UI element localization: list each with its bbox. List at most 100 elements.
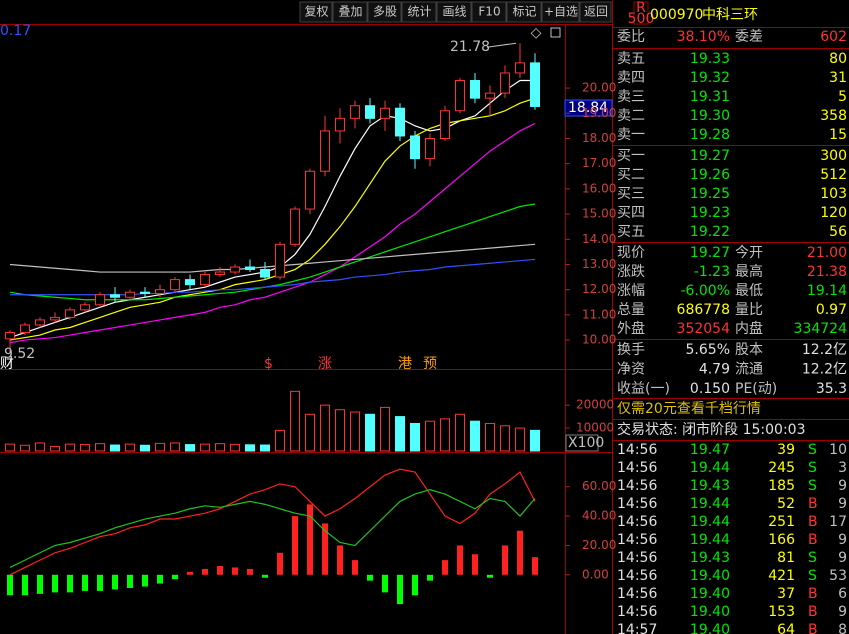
toolbar-button[interactable] [506, 1, 542, 23]
label: 委比 [617, 29, 645, 45]
volume-bar [305, 413, 315, 452]
trade-side: S [808, 460, 817, 476]
toolbar-label[interactable]: +自选 [544, 5, 578, 19]
info-value: 12.2亿 [802, 362, 847, 378]
stat-value: -1.23 [694, 264, 730, 280]
toolbar-button[interactable] [299, 1, 333, 23]
toolbar-label[interactable]: F10 [478, 5, 500, 19]
histogram-bar [82, 574, 88, 591]
trade-volume: 37 [777, 586, 795, 602]
candle-body [155, 289, 165, 294]
y-tick-label: 10000 [576, 421, 614, 435]
order-label: 卖二 [617, 108, 645, 124]
trade-count: 3 [838, 460, 847, 476]
toolbar-button[interactable] [367, 1, 402, 23]
histogram-bar [142, 574, 148, 587]
order-label: 卖三 [617, 89, 645, 105]
trade-price: 19.40 [690, 586, 730, 602]
trade-volume: 166 [768, 532, 795, 548]
histogram-bar [247, 568, 253, 575]
trade-count: 9 [838, 496, 847, 512]
trade-time: 14:56 [617, 514, 657, 530]
candle-body [470, 80, 480, 99]
info-value: 4.79 [699, 362, 730, 378]
order-price: 19.31 [690, 89, 730, 105]
histogram-bar [52, 574, 58, 593]
trade-time: 14:56 [617, 496, 657, 512]
stat-value: 334724 [794, 321, 848, 337]
toolbar-label[interactable]: 复权 [304, 5, 328, 19]
candle-body [80, 304, 90, 311]
moving-average [9, 122, 536, 344]
stat-label: 外盘 [617, 320, 645, 337]
trade-count: 17 [829, 514, 847, 530]
toolbar-label[interactable]: 统计 [407, 5, 431, 19]
toolbar-button[interactable] [332, 1, 368, 23]
histogram-bar [67, 574, 73, 593]
toolbar-button[interactable] [401, 1, 437, 23]
candle-body [500, 72, 510, 94]
stat-value: 19.14 [807, 283, 847, 299]
y-tick-label: 20000 [576, 398, 614, 412]
info-value: 5.65% [686, 342, 730, 358]
histogram-bar [232, 567, 238, 575]
stat-label: 今开 [735, 245, 763, 261]
histogram-bar [397, 574, 403, 605]
order-volume: 31 [829, 70, 847, 86]
toolbar-button[interactable] [541, 1, 580, 23]
trade-count: 9 [838, 478, 847, 494]
volume-bar [230, 443, 240, 452]
order-volume: 358 [820, 108, 847, 124]
volume-bar [50, 445, 60, 452]
order-label: 买三 [617, 186, 645, 202]
event-marker[interactable]: $ [264, 356, 273, 372]
y-tick-label: 11.00 [582, 307, 616, 321]
histogram-bar [412, 574, 418, 596]
toolbar-label[interactable]: 标记 [512, 5, 536, 19]
toolbar-button[interactable] [579, 1, 612, 23]
histogram-bar [277, 552, 283, 575]
trade-volume: 153 [768, 604, 795, 620]
order-price: 19.23 [690, 205, 730, 221]
y-tick-label: 15.00 [582, 207, 616, 221]
volume-bar [500, 425, 510, 452]
histogram-bar [517, 530, 523, 575]
candle-body [65, 309, 75, 318]
candle-body [170, 279, 180, 291]
event-marker[interactable]: 预 [423, 356, 437, 372]
stat-label: 内盘 [735, 320, 763, 337]
stat-value: 19.27 [690, 245, 730, 261]
toolbar-label[interactable]: 多股 [373, 5, 397, 19]
candle-body [125, 291, 135, 298]
candle-body [455, 80, 465, 112]
candle-body [485, 92, 495, 99]
y-tick-label: 0.00 [582, 567, 609, 581]
toolbar-label[interactable]: 叠加 [338, 5, 362, 19]
toolbar-button[interactable] [471, 1, 507, 23]
toolbar-label[interactable]: 画线 [442, 5, 466, 19]
trade-side: S [808, 568, 817, 584]
candle-body [440, 110, 450, 139]
candle-body [245, 266, 255, 271]
toolbar-button[interactable] [436, 1, 472, 23]
volume-bar [335, 409, 345, 452]
cursor-price: 18.84 [568, 100, 608, 116]
event-marker[interactable]: 港 [398, 356, 412, 372]
volume-bar [185, 444, 195, 452]
event-marker[interactable]: 涨 [318, 356, 332, 372]
histogram-bar [487, 574, 493, 578]
trade-time: 14:56 [617, 460, 657, 476]
promo[interactable]: 仅需20元查看千档行情 [617, 401, 761, 417]
trade-time: 14:56 [617, 604, 657, 620]
info-label: 净资 [617, 362, 645, 378]
stat-value: 0.97 [816, 302, 847, 318]
candle-body [395, 107, 405, 137]
unit-box [565, 434, 599, 452]
toolbar-label[interactable]: 返回 [584, 5, 608, 19]
panel-lines [613, 27, 849, 441]
candle-body [230, 266, 240, 273]
candle-body [5, 332, 15, 340]
volume-bar [200, 443, 210, 452]
